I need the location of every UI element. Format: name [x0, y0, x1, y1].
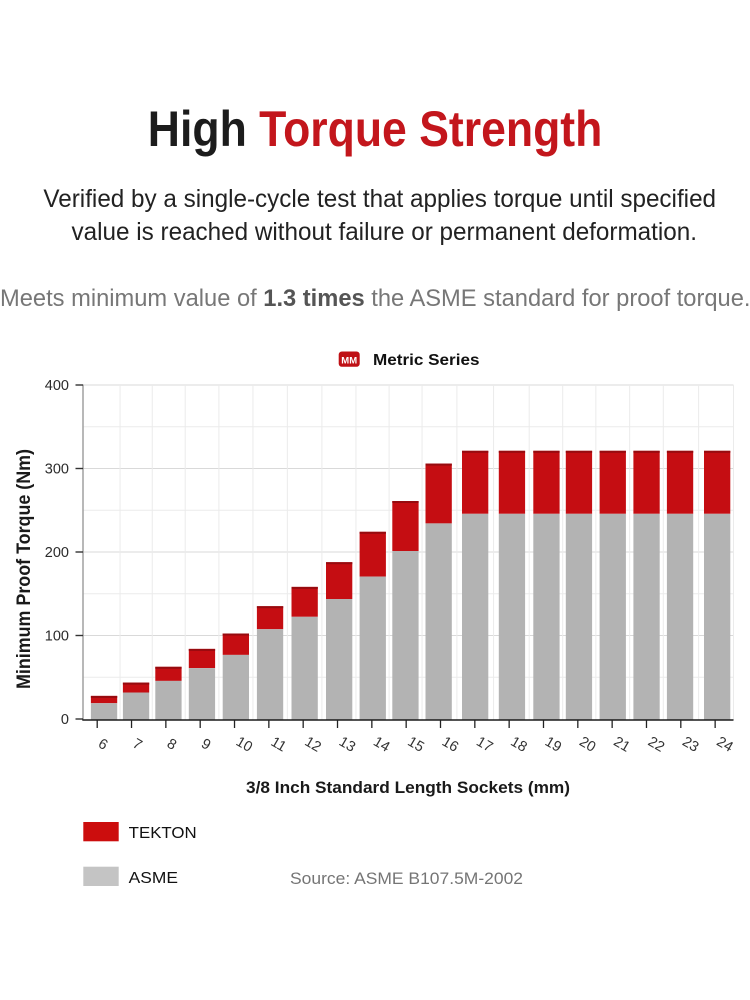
svg-text:200: 200 [45, 545, 69, 561]
svg-text:7: 7 [130, 736, 145, 754]
svg-text:Minimum Proof Torque (Nm): Minimum Proof Torque (Nm) [14, 449, 35, 689]
svg-text:TEKTON: TEKTON [129, 825, 197, 842]
svg-text:20: 20 [576, 734, 598, 756]
svg-text:15: 15 [405, 734, 427, 756]
svg-text:14: 14 [370, 734, 392, 756]
svg-text:Metric Series: Metric Series [373, 352, 480, 369]
svg-text:9: 9 [198, 736, 213, 754]
svg-text:17: 17 [473, 734, 495, 756]
svg-text:3/8 Inch Standard Length Socke: 3/8 Inch Standard Length Sockets (mm) [246, 778, 570, 797]
svg-text:18: 18 [508, 734, 530, 756]
svg-text:24: 24 [714, 734, 736, 756]
svg-text:ASME: ASME [129, 870, 178, 887]
svg-text:400: 400 [45, 378, 69, 394]
svg-text:MM: MM [341, 356, 357, 367]
svg-text:23: 23 [679, 734, 701, 756]
svg-text:13: 13 [336, 734, 358, 756]
svg-text:22: 22 [645, 734, 667, 756]
svg-text:12: 12 [302, 734, 324, 756]
svg-text:8: 8 [164, 736, 179, 754]
svg-text:11: 11 [268, 734, 289, 755]
svg-text:Source: ASME B107.5M-2002: Source: ASME B107.5M-2002 [290, 869, 523, 888]
svg-text:6: 6 [95, 736, 110, 754]
svg-text:10: 10 [233, 734, 255, 756]
svg-text:0: 0 [61, 712, 69, 728]
svg-text:100: 100 [45, 629, 69, 645]
svg-text:21: 21 [611, 734, 633, 756]
svg-text:16: 16 [439, 734, 461, 756]
svg-text:19: 19 [542, 734, 564, 756]
svg-text:300: 300 [45, 462, 69, 478]
